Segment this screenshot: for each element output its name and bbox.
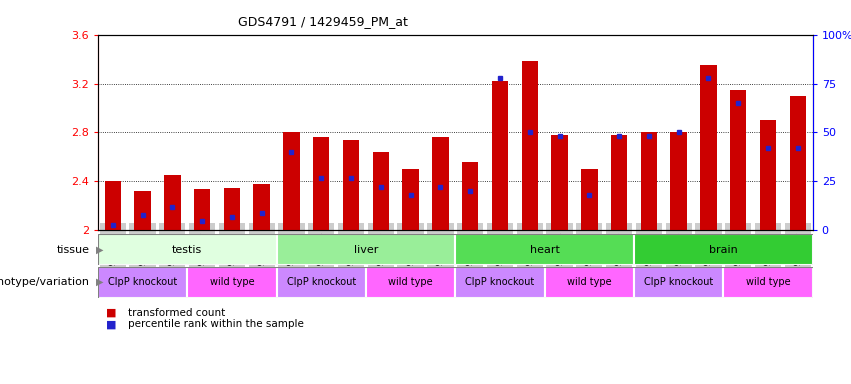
Bar xyxy=(492,81,508,230)
Bar xyxy=(164,175,180,230)
Text: testis: testis xyxy=(172,245,203,255)
Bar xyxy=(634,267,723,298)
Text: liver: liver xyxy=(354,245,378,255)
Bar xyxy=(283,132,300,230)
Text: brain: brain xyxy=(709,245,738,255)
Text: ClpP knockout: ClpP knockout xyxy=(108,277,177,287)
Bar xyxy=(343,140,359,230)
Text: ▶: ▶ xyxy=(96,277,104,287)
Bar xyxy=(277,234,455,265)
Bar xyxy=(730,89,746,230)
Text: wild type: wild type xyxy=(567,277,612,287)
Bar xyxy=(462,162,478,230)
Bar xyxy=(634,234,813,265)
Bar xyxy=(455,234,634,265)
Bar xyxy=(224,187,240,230)
Text: tissue: tissue xyxy=(56,245,89,255)
Bar xyxy=(723,267,813,298)
Text: wild type: wild type xyxy=(209,277,254,287)
Bar xyxy=(455,267,545,298)
Bar xyxy=(98,267,187,298)
Bar xyxy=(194,189,210,230)
Bar xyxy=(700,65,717,230)
Text: ■: ■ xyxy=(106,308,117,318)
Text: wild type: wild type xyxy=(388,277,433,287)
Text: wild type: wild type xyxy=(745,277,791,287)
Text: percentile rank within the sample: percentile rank within the sample xyxy=(128,319,304,329)
Text: ■: ■ xyxy=(106,319,117,329)
Text: ▶: ▶ xyxy=(96,245,104,255)
Text: GDS4791 / 1429459_PM_at: GDS4791 / 1429459_PM_at xyxy=(238,15,408,28)
Bar xyxy=(277,267,366,298)
Text: heart: heart xyxy=(529,245,560,255)
Bar xyxy=(403,169,419,230)
Text: transformed count: transformed count xyxy=(128,308,225,318)
Bar xyxy=(522,61,538,230)
Text: ClpP knockout: ClpP knockout xyxy=(287,277,356,287)
Bar xyxy=(134,191,151,230)
Bar xyxy=(545,267,634,298)
Bar xyxy=(611,135,627,230)
Bar xyxy=(105,182,121,230)
Bar xyxy=(581,169,597,230)
Bar xyxy=(790,96,806,230)
Bar xyxy=(366,267,455,298)
Bar xyxy=(432,137,448,230)
Text: ClpP knockout: ClpP knockout xyxy=(644,277,713,287)
Bar xyxy=(254,184,270,230)
Text: ClpP knockout: ClpP knockout xyxy=(465,277,534,287)
Bar xyxy=(671,132,687,230)
Text: genotype/variation: genotype/variation xyxy=(0,277,89,287)
Bar xyxy=(373,152,389,230)
Bar xyxy=(313,137,329,230)
Bar xyxy=(551,135,568,230)
Bar xyxy=(760,120,776,230)
Bar xyxy=(187,267,277,298)
Bar xyxy=(641,132,657,230)
Bar xyxy=(98,234,277,265)
